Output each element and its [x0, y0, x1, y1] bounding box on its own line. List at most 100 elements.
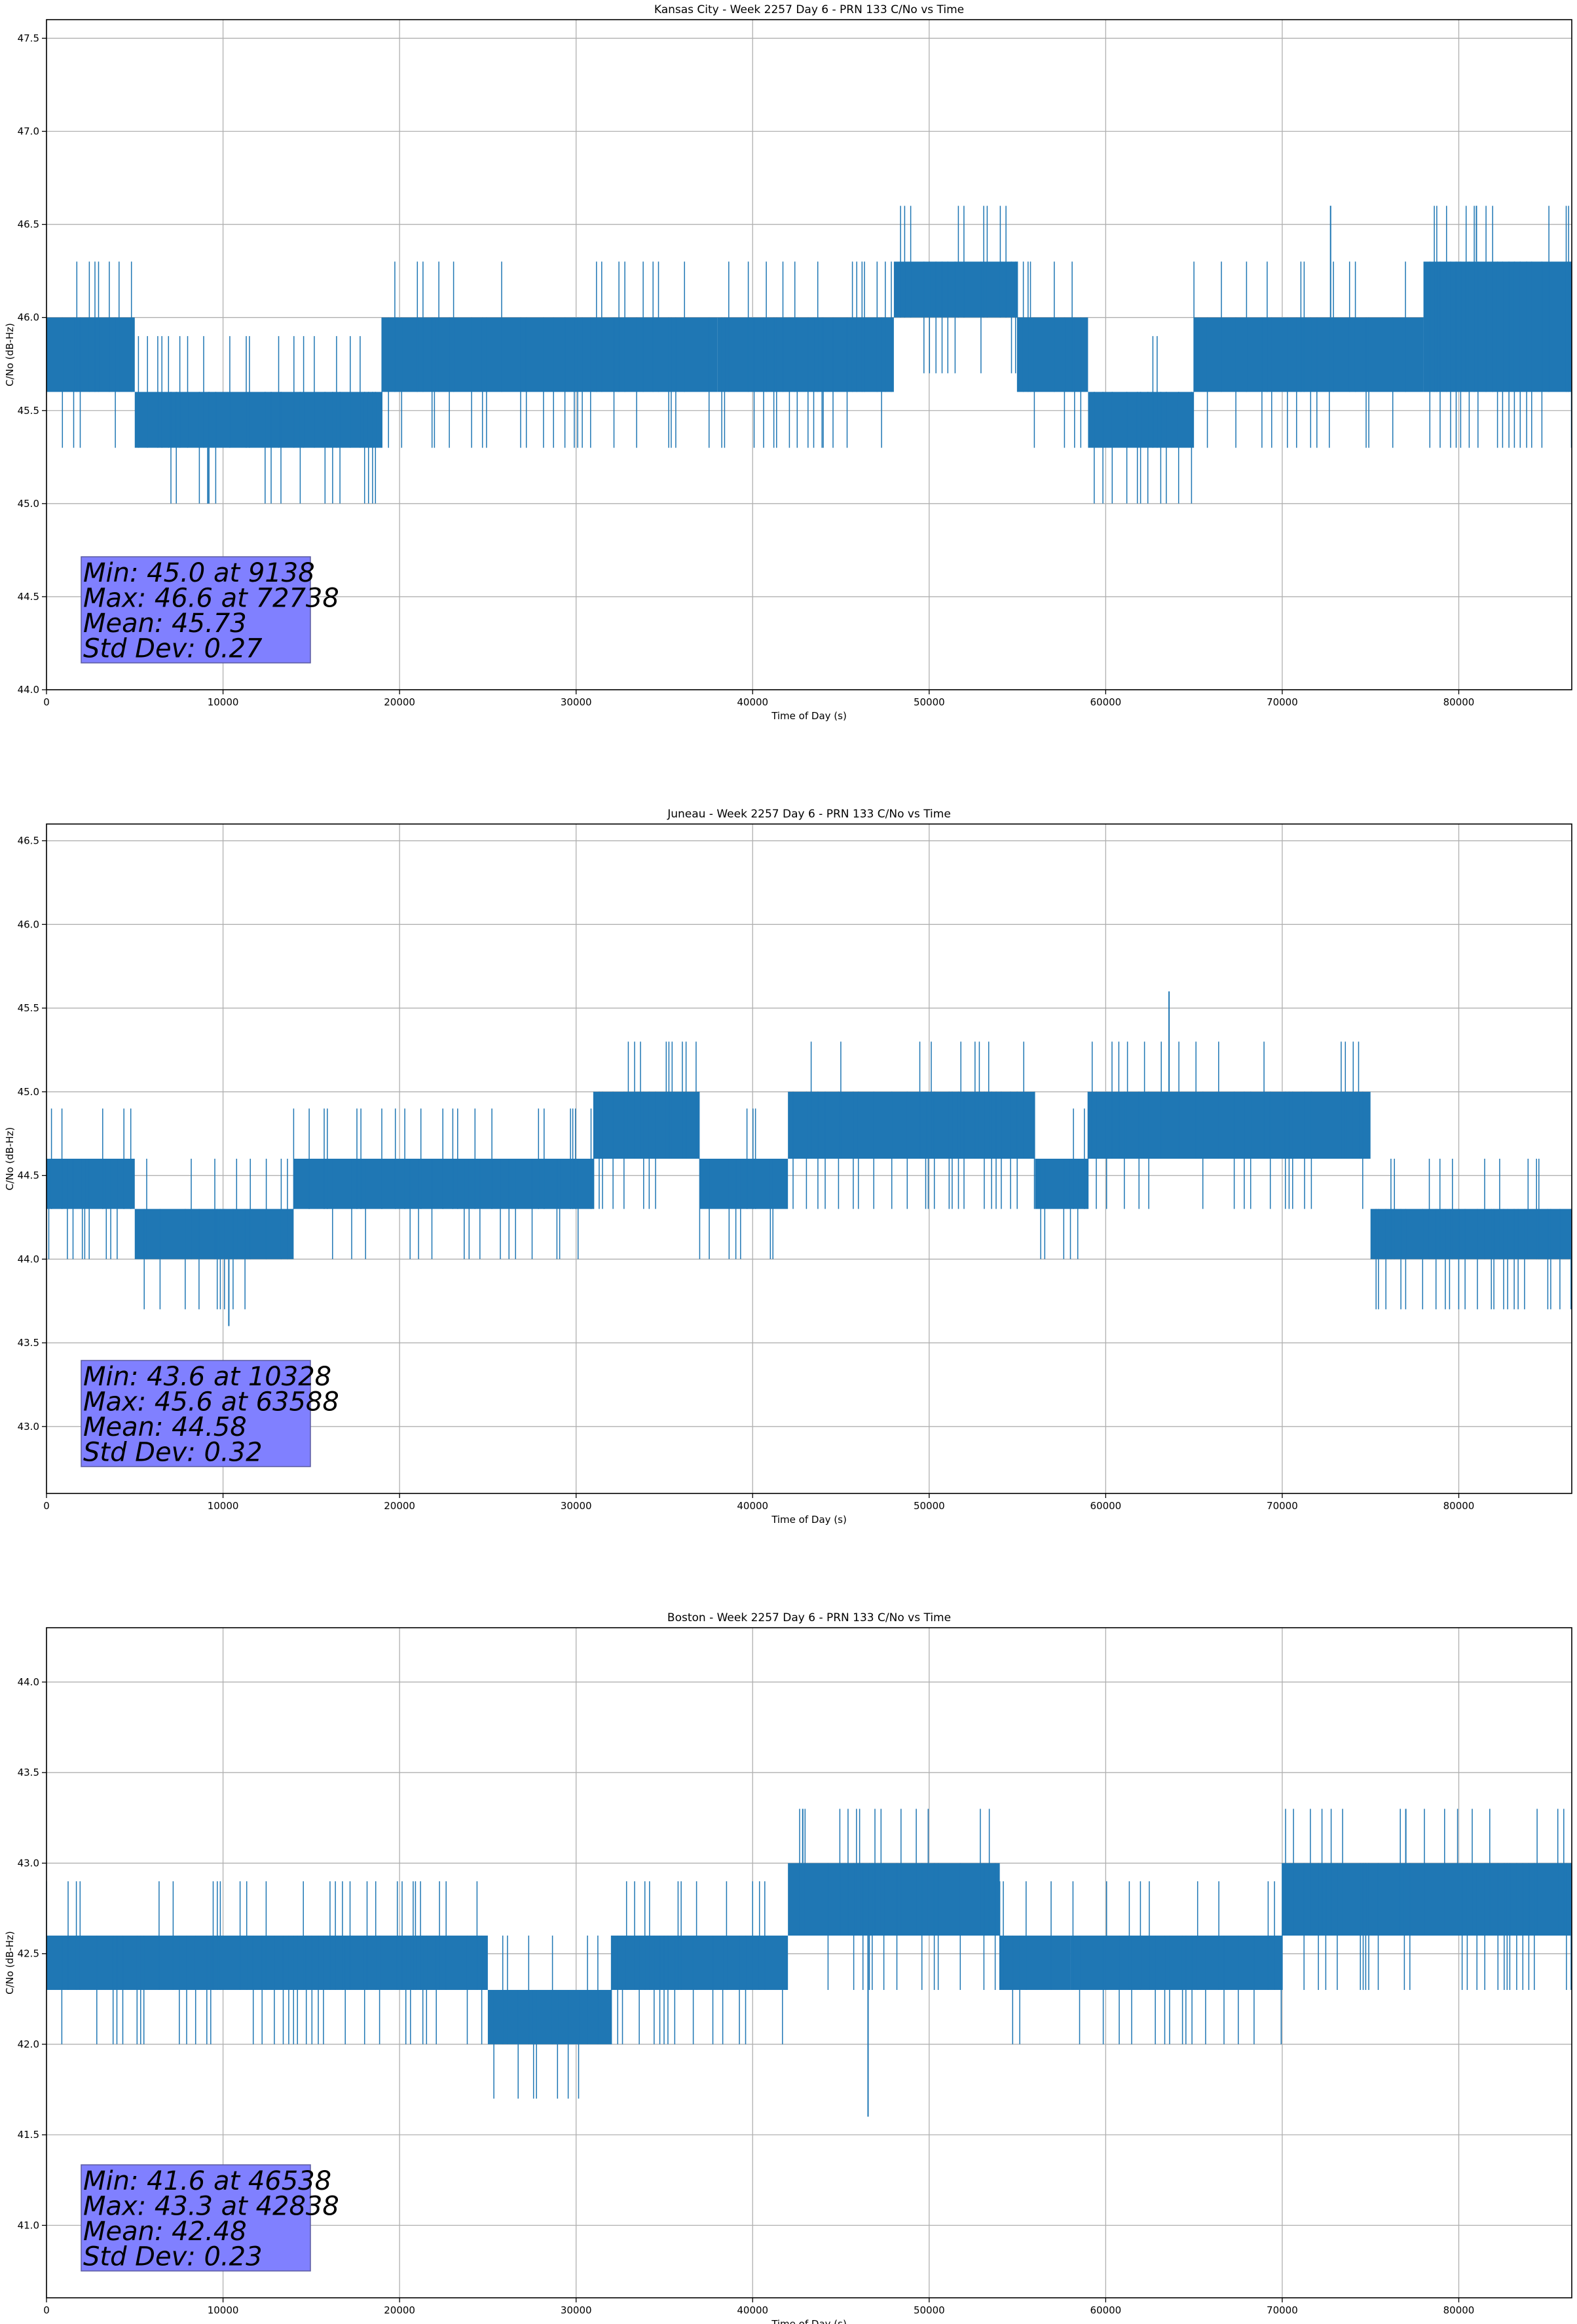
- data-band: [1370, 1209, 1572, 1260]
- data-band: [382, 317, 718, 392]
- series-trace: [46, 206, 1572, 504]
- data-band: [1017, 317, 1088, 392]
- x-axis-label: Time of Day (s): [771, 710, 847, 722]
- data-band: [788, 1091, 1035, 1159]
- y-tick-label: 42.0: [18, 2038, 39, 2050]
- x-tick-label: 60000: [1090, 2304, 1122, 2316]
- y-axis-label: C/No (dB-Hz): [4, 1931, 16, 1995]
- x-tick-label: 60000: [1090, 696, 1122, 708]
- x-tick-label: 20000: [384, 2304, 415, 2316]
- data-band: [788, 1863, 1000, 1936]
- x-tick-label: 70000: [1267, 1500, 1298, 1512]
- data-band: [1088, 1091, 1371, 1159]
- y-axis-label: C/No (dB-Hz): [4, 323, 16, 386]
- stats-std-dev: Std Dev: 0.23: [83, 2242, 263, 2272]
- y-tick-label: 43.0: [18, 1421, 39, 1433]
- plot-title: Kansas City - Week 2257 Day 6 - PRN 133 …: [654, 3, 964, 16]
- data-band: [134, 1209, 294, 1260]
- y-tick-label: 43.0: [18, 1857, 39, 1869]
- subplot-3: 0 10000 20000 30000 40000 50000 60000 70000 8000…: [4, 1611, 1572, 2324]
- data-band: [893, 261, 1018, 318]
- y-tick-label: 46.0: [18, 918, 39, 930]
- y-tick-label: 44.0: [18, 1676, 39, 1688]
- x-tick-label: 80000: [1443, 2304, 1475, 2316]
- stats-mean: Mean: 45.73: [83, 609, 247, 639]
- stats-box-background: [81, 556, 311, 664]
- y-tick-label: 45.5: [18, 405, 39, 417]
- data-band: [487, 1989, 612, 2044]
- stats-mean: Mean: 44.58: [83, 1412, 247, 1442]
- stats-mean: Mean: 42.48: [83, 2217, 247, 2247]
- data-band: [593, 1091, 700, 1159]
- data-band: [46, 1936, 488, 1990]
- y-tick-label: 41.5: [18, 2129, 39, 2141]
- data-band: [293, 1159, 594, 1209]
- x-tick-label: 50000: [914, 1500, 945, 1512]
- subplot-2: 0 10000 20000 30000 40000 50000 60000 70000 8000…: [4, 808, 1572, 1526]
- stats-min: Min: 43.6 at 10328: [83, 1362, 331, 1392]
- stats-max: Max: 46.6 at 72738: [83, 584, 339, 614]
- data-band: [823, 317, 894, 392]
- data-band: [717, 317, 824, 392]
- data-jitter: [62, 206, 1572, 504]
- subplot-1: 0 10000 20000 30000 40000 50000 60000 70000 8000…: [4, 3, 1572, 722]
- x-tick-label: 0: [43, 1500, 50, 1512]
- stats-std-dev: Std Dev: 0.32: [83, 1438, 263, 1468]
- y-tick-label: 46.0: [18, 312, 39, 324]
- x-tick-label: 40000: [737, 1500, 768, 1512]
- x-tick-label: 80000: [1443, 696, 1475, 708]
- x-tick-label: 0: [43, 696, 50, 708]
- y-tick-label: 42.5: [18, 1948, 39, 1960]
- x-axis-label: Time of Day (s): [771, 2318, 847, 2324]
- y-tick-label: 45.0: [18, 498, 39, 510]
- data-band: [1282, 1863, 1572, 1936]
- x-tick-label: 10000: [208, 1500, 239, 1512]
- y-tick-label: 46.5: [18, 835, 39, 847]
- plot-title: Juneau - Week 2257 Day 6 - PRN 133 C/No …: [667, 808, 951, 821]
- x-tick-label: 50000: [914, 2304, 945, 2316]
- y-tick-label: 44.5: [18, 591, 39, 603]
- stats-max: Max: 43.3 at 42838: [83, 2192, 339, 2222]
- data-band: [611, 1936, 753, 1990]
- data-band: [134, 392, 382, 448]
- plot-title: Boston - Week 2257 Day 6 - PRN 133 C/No …: [667, 1611, 951, 1624]
- stats-std-dev: Std Dev: 0.27: [83, 634, 263, 664]
- data-jitter: [46, 1041, 1572, 1309]
- x-tick-label: 30000: [561, 1500, 592, 1512]
- data-band: [999, 1936, 1071, 1990]
- x-tick-label: 30000: [561, 2304, 592, 2316]
- stats-min: Min: 41.6 at 46538: [83, 2166, 331, 2196]
- data-band: [1194, 317, 1424, 392]
- y-tick-label: 41.0: [18, 2219, 39, 2231]
- series-trace: [46, 991, 1572, 1326]
- data-band: [1035, 1159, 1088, 1209]
- y-tick-label: 43.5: [18, 1767, 39, 1778]
- data-jitter: [46, 1809, 1572, 2099]
- series-trace: [46, 1809, 1572, 2117]
- x-tick-label: 40000: [737, 2304, 768, 2316]
- data-band: [46, 1159, 135, 1209]
- y-tick-label: 45.5: [18, 1002, 39, 1014]
- x-tick-label: 30000: [561, 696, 592, 708]
- stats-box-background: [81, 2164, 311, 2272]
- y-tick-label: 47.5: [18, 32, 39, 44]
- y-tick-label: 44.0: [18, 684, 39, 696]
- stats-max: Max: 45.6 at 63588: [83, 1387, 339, 1417]
- x-tick-label: 80000: [1443, 1500, 1475, 1512]
- y-tick-label: 44.5: [18, 1170, 39, 1182]
- y-tick-label: 43.5: [18, 1337, 39, 1349]
- x-tick-label: 20000: [384, 696, 415, 708]
- x-tick-label: 0: [43, 2304, 50, 2316]
- axes-frame: [46, 823, 1572, 1494]
- axes-frame: [46, 1627, 1572, 2298]
- y-tick-label: 46.5: [18, 219, 39, 231]
- stats-box-background: [81, 1360, 311, 1467]
- x-tick-label: 20000: [384, 1500, 415, 1512]
- x-axis-label: Time of Day (s): [771, 1514, 847, 1526]
- x-tick-label: 70000: [1267, 696, 1298, 708]
- y-tick-label: 45.0: [18, 1086, 39, 1098]
